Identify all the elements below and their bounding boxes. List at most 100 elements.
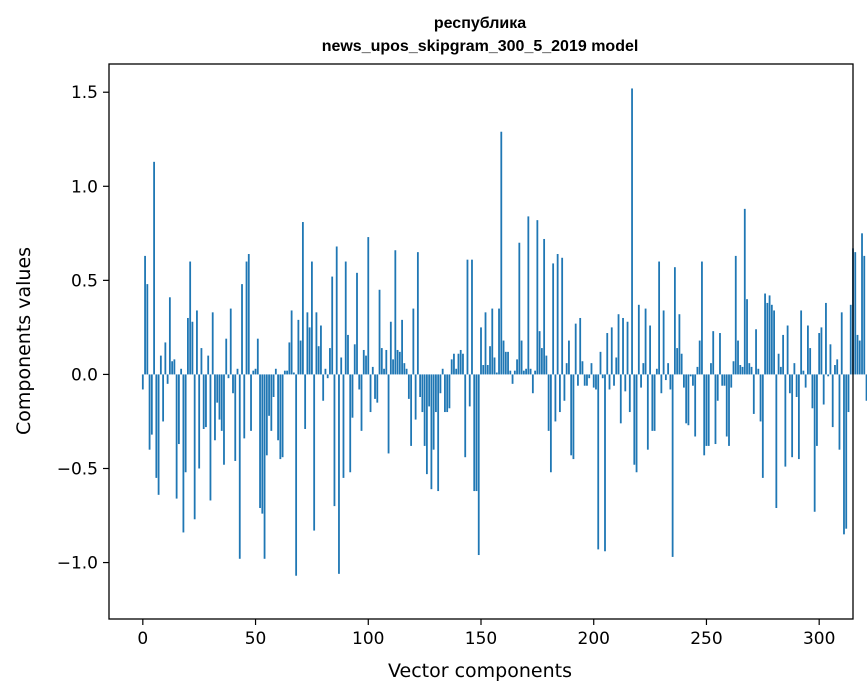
bar-component-151	[482, 365, 485, 375]
bar-component-279	[770, 304, 773, 375]
bar-component-227	[653, 374, 656, 431]
bar-component-40	[232, 374, 234, 394]
bar-component-242	[687, 374, 690, 426]
bar-component-318	[858, 340, 861, 375]
bar-component-49	[252, 370, 255, 375]
bar-component-251	[707, 374, 710, 446]
bar-component-39	[229, 308, 232, 375]
bar-component-143	[464, 374, 467, 458]
bar-component-78	[317, 346, 320, 375]
bar-component-187	[563, 374, 566, 401]
bar-component-313	[847, 374, 850, 413]
bar-component-105	[378, 289, 381, 375]
bar-component-220	[637, 304, 640, 375]
bar-component-122	[416, 252, 419, 375]
bar-component-205	[604, 374, 606, 552]
bar-component-256	[719, 333, 721, 375]
bar-component-260	[728, 374, 730, 446]
bar-component-3	[148, 374, 151, 450]
bar-component-230	[660, 374, 663, 394]
x-tick-label: 200	[578, 629, 610, 649]
bar-component-43	[238, 374, 241, 559]
bar-component-57	[270, 374, 273, 431]
bar-component-22	[191, 321, 194, 375]
bar-component-127	[428, 374, 431, 407]
bar-component-306	[831, 374, 834, 428]
bar-component-44	[241, 284, 243, 375]
bar-component-42	[236, 368, 239, 375]
bar-component-20	[187, 317, 189, 375]
bar-component-86	[335, 246, 338, 375]
bar-component-51	[256, 338, 259, 375]
bar-component-301	[820, 327, 823, 375]
bar-component-47	[247, 254, 250, 375]
bar-component-243	[689, 374, 692, 377]
bar-component-110	[389, 321, 392, 375]
bar-component-232	[664, 374, 667, 381]
bar-component-146	[471, 259, 473, 375]
bar-component-124	[421, 374, 424, 413]
bar-component-117	[405, 368, 408, 375]
bar-component-225	[649, 325, 651, 375]
bar-component-8	[159, 355, 162, 375]
bar-component-149	[477, 374, 480, 556]
bar-component-321	[865, 374, 867, 401]
bar-component-95	[356, 272, 358, 375]
bar-component-199	[590, 363, 593, 375]
bar-component-91	[347, 334, 349, 375]
bar-component-194	[579, 317, 582, 375]
bar-component-80	[322, 374, 325, 401]
bar-component-309	[838, 374, 841, 450]
bar-component-165	[513, 370, 516, 375]
bar-component-153	[486, 365, 489, 375]
bar-component-231	[662, 310, 665, 375]
bar-component-223	[644, 308, 647, 375]
bar-component-299	[816, 374, 818, 446]
bar-component-174	[534, 370, 537, 375]
bar-component-52	[259, 374, 261, 508]
bar-component-71	[301, 222, 304, 375]
y-tick-label: 1.0	[71, 177, 98, 197]
y-tick-label: 0.5	[71, 271, 98, 291]
bar-component-229	[658, 261, 661, 375]
bar-component-228	[655, 368, 658, 375]
bar-component-254	[714, 374, 717, 445]
bar-component-244	[692, 374, 694, 386]
bar-component-63	[283, 370, 286, 375]
bar-component-159	[500, 131, 503, 375]
bar-component-9	[162, 374, 165, 422]
bar-component-238	[678, 314, 681, 375]
bar-component-128	[430, 374, 433, 490]
bar-component-7	[157, 374, 160, 495]
bar-component-292	[800, 310, 803, 375]
bar-component-275	[761, 374, 764, 478]
x-tick-label: 100	[352, 629, 384, 649]
bar-component-191	[572, 374, 575, 460]
bar-component-27	[202, 374, 205, 429]
bar-component-156	[493, 357, 496, 375]
bar-component-12	[168, 297, 171, 375]
bar-component-118	[407, 374, 410, 399]
bar-component-213	[622, 317, 624, 375]
bar-component-123	[419, 374, 422, 397]
bar-component-132	[439, 374, 442, 394]
bar-component-59	[274, 368, 277, 375]
bar-component-69	[297, 319, 300, 375]
bar-component-62	[281, 374, 284, 458]
bar-component-173	[531, 374, 534, 394]
bar-component-116	[403, 363, 406, 375]
bar-component-155	[491, 308, 494, 375]
bar-component-235	[671, 374, 674, 557]
bar-component-112	[394, 250, 397, 375]
bar-component-84	[331, 276, 334, 375]
bar-component-236	[673, 267, 676, 375]
bar-component-280	[773, 310, 775, 375]
x-tick-label: 300	[803, 629, 835, 649]
bar-component-282	[777, 353, 780, 375]
bar-component-131	[437, 374, 440, 492]
bar-component-73	[306, 312, 309, 375]
bar-component-102	[371, 366, 374, 375]
bar-component-305	[829, 344, 832, 375]
bar-component-65	[288, 342, 291, 375]
bar-component-81	[324, 368, 327, 375]
